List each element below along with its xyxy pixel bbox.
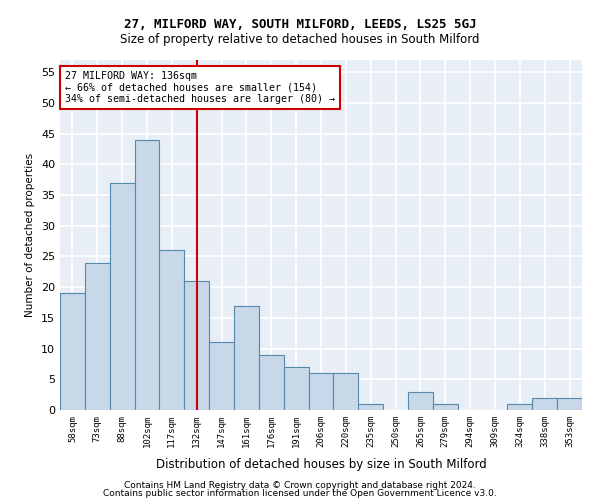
Y-axis label: Number of detached properties: Number of detached properties xyxy=(25,153,35,317)
Bar xyxy=(110,183,134,410)
Bar xyxy=(160,250,184,410)
Bar xyxy=(508,404,532,410)
Bar xyxy=(334,373,358,410)
Text: Contains HM Land Registry data © Crown copyright and database right 2024.: Contains HM Land Registry data © Crown c… xyxy=(124,481,476,490)
Bar xyxy=(234,306,259,410)
Bar xyxy=(408,392,433,410)
Bar xyxy=(60,294,85,410)
Bar xyxy=(134,140,160,410)
Text: Contains public sector information licensed under the Open Government Licence v3: Contains public sector information licen… xyxy=(103,488,497,498)
Bar xyxy=(259,354,284,410)
Bar xyxy=(184,281,209,410)
Bar xyxy=(557,398,582,410)
Bar xyxy=(308,373,334,410)
Bar xyxy=(532,398,557,410)
Bar xyxy=(433,404,458,410)
Bar xyxy=(284,367,308,410)
Bar xyxy=(85,262,110,410)
Text: Size of property relative to detached houses in South Milford: Size of property relative to detached ho… xyxy=(120,32,480,46)
Bar xyxy=(358,404,383,410)
X-axis label: Distribution of detached houses by size in South Milford: Distribution of detached houses by size … xyxy=(155,458,487,471)
Bar xyxy=(209,342,234,410)
Text: 27, MILFORD WAY, SOUTH MILFORD, LEEDS, LS25 5GJ: 27, MILFORD WAY, SOUTH MILFORD, LEEDS, L… xyxy=(124,18,476,30)
Text: 27 MILFORD WAY: 136sqm
← 66% of detached houses are smaller (154)
34% of semi-de: 27 MILFORD WAY: 136sqm ← 66% of detached… xyxy=(65,70,335,104)
